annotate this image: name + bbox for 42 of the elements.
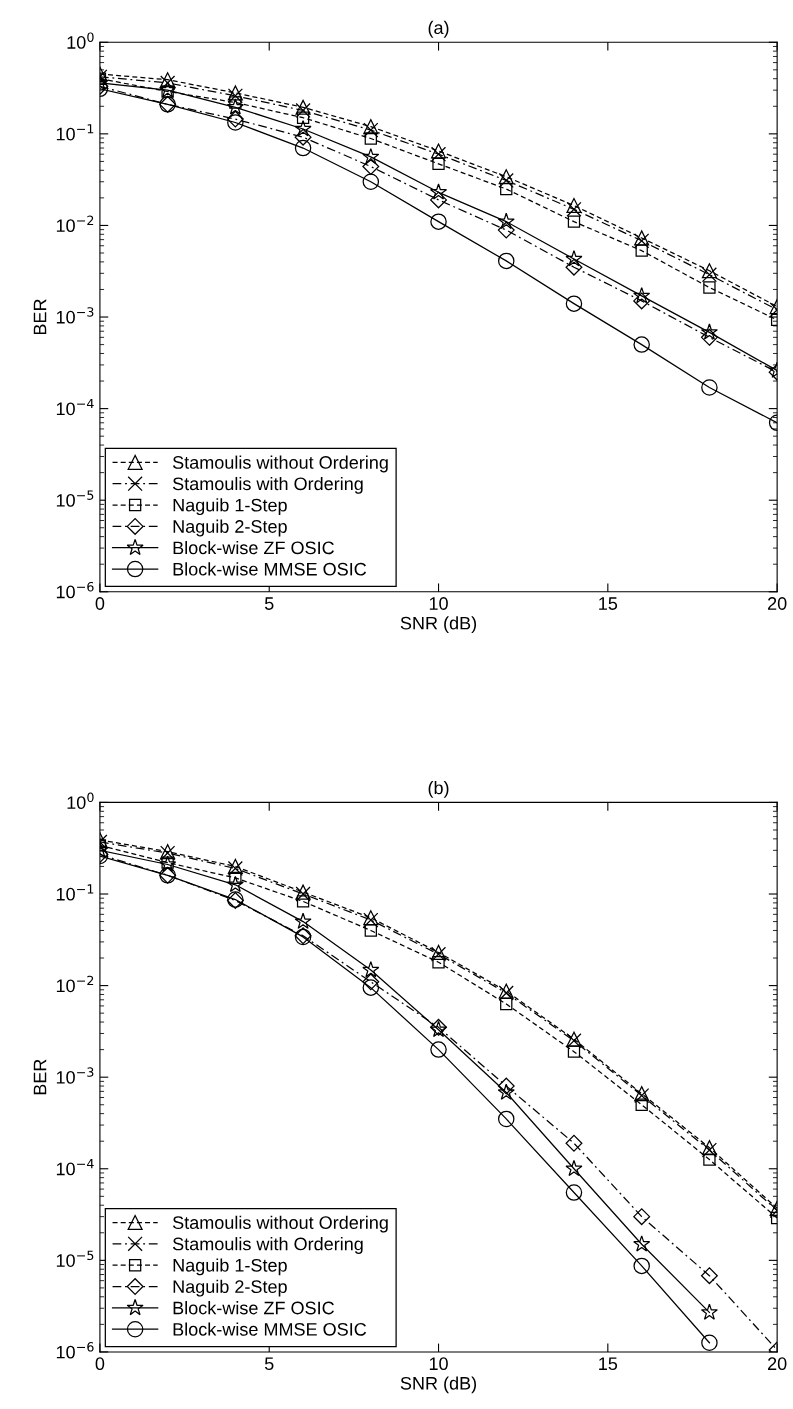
y-tick-label: 10$^{−1}$ <box>56 124 94 141</box>
y-tick-label: 10$^{0}$ <box>67 792 94 810</box>
legend-label: Block-wise ZF OSIC <box>173 1301 334 1315</box>
legend-label: Block-wise MMSE OSIC <box>173 562 367 576</box>
legend-label: Naguib 2-Step <box>173 519 287 537</box>
legend-label: Block-wise ZF OSIC <box>173 540 334 555</box>
x-tick-label: 5 <box>264 597 274 610</box>
x-axis-title: SNR (dB) <box>400 1376 477 1394</box>
y-tick-label: 10$^{−5}$ <box>56 1250 94 1267</box>
x-tick-label: 0 <box>95 597 105 610</box>
y-tick-label: 10$^{−1}$ <box>56 884 94 901</box>
y-tick-label: 10$^{−2}$ <box>56 975 94 993</box>
y-axis-title: BER <box>33 299 47 335</box>
x-tick-label: 15 <box>599 597 618 610</box>
y-tick-label: 10$^{0}$ <box>67 32 94 49</box>
legend-label: Block-wise MMSE OSIC <box>173 1322 367 1336</box>
y-tick-label: 10$^{−3}$ <box>56 1067 94 1084</box>
x-tick-label: 10 <box>429 1357 448 1371</box>
x-tick-label: 20 <box>768 597 787 610</box>
x-tick-label: 20 <box>768 1357 787 1371</box>
y-tick-label: 10$^{−6}$ <box>56 1342 94 1359</box>
y-axis-title: BER <box>33 1059 47 1095</box>
y-tick-label: 10$^{−4}$ <box>56 398 94 416</box>
x-tick-label: 0 <box>95 1357 105 1371</box>
y-tick-label: 10$^{−4}$ <box>56 1159 94 1176</box>
y-tick-label: 10$^{−2}$ <box>56 215 94 233</box>
x-axis-title: SNR (dB) <box>400 616 477 634</box>
x-tick-label: 15 <box>599 1357 618 1371</box>
y-tick-label: 10$^{−6}$ <box>56 581 94 599</box>
x-tick-label: 5 <box>264 1357 274 1371</box>
legend-label: Stamoulis without Ordering <box>172 455 388 473</box>
legend-label: Naguib 1-Step <box>173 498 287 516</box>
chart-title: (b) <box>428 781 449 798</box>
chart-title: (a) <box>428 20 449 38</box>
y-tick-label: 10$^{−3}$ <box>56 307 94 324</box>
legend-label: Naguib 1-Step <box>173 1258 287 1276</box>
legend-label: Naguib 2-Step <box>173 1279 287 1297</box>
x-tick-label: 10 <box>429 597 448 610</box>
y-tick-label: 10$^{−5}$ <box>56 490 94 507</box>
legend-label: Stamoulis without Ordering <box>172 1215 388 1233</box>
legend-label: Stamoulis with Ordering <box>172 1237 363 1254</box>
legend-label: Stamoulis with Ordering <box>172 476 363 494</box>
